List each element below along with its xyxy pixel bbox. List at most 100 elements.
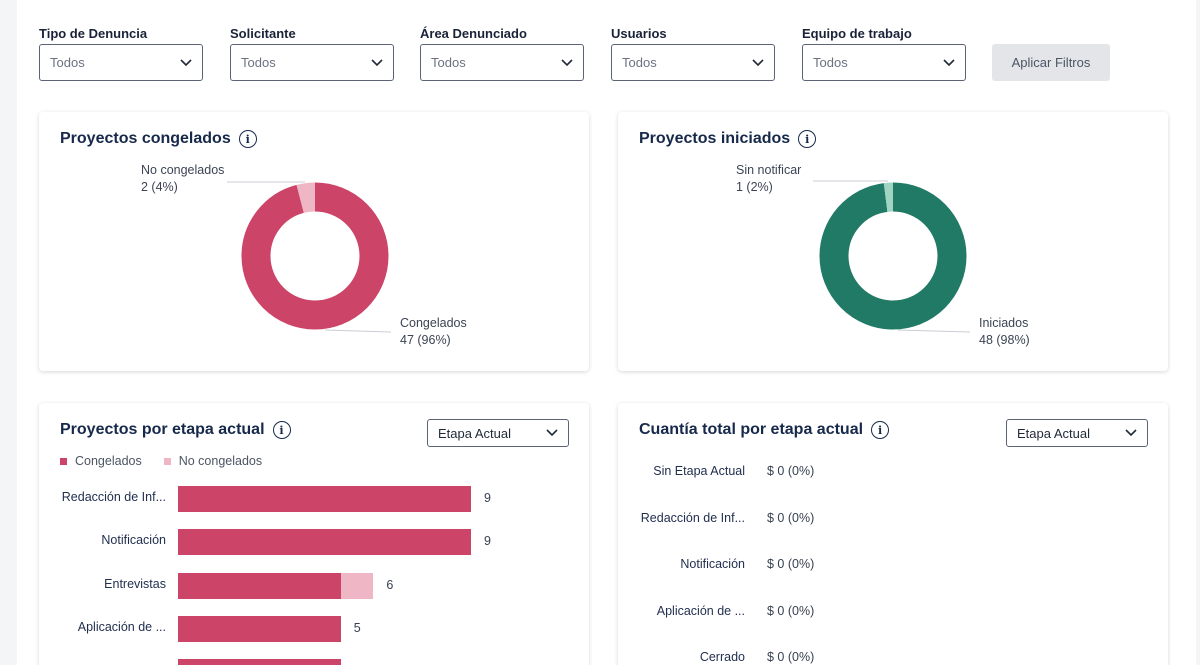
- legend-swatch: [60, 457, 67, 465]
- apply-filters-button[interactable]: Aplicar Filtros: [992, 44, 1110, 81]
- filter-area-denunciado: Área Denunciado Todos: [420, 26, 584, 81]
- card-cuantia-total: Cuantía total por etapa actual i Etapa A…: [618, 403, 1168, 665]
- chevron-down-icon: [943, 58, 955, 66]
- bar-segment-congelados[interactable]: [178, 572, 341, 599]
- leader-line-main: [897, 329, 971, 333]
- bar-segment-congelados[interactable]: [178, 659, 341, 665]
- usuarios-select[interactable]: Todos: [611, 44, 775, 81]
- amount-value: $ 0 (0%): [767, 603, 815, 618]
- select-value: Todos: [622, 55, 657, 70]
- donut-slices: [819, 182, 967, 330]
- bar-category-label: Redacción de Inf...: [61, 490, 166, 504]
- amount-value: $ 0 (0%): [767, 650, 815, 664]
- area-denunciado-select[interactable]: Todos: [420, 44, 584, 81]
- info-icon[interactable]: i: [272, 421, 291, 439]
- bar-row: [178, 659, 578, 665]
- amount-label: Aplicación de ...: [656, 603, 745, 618]
- amount-label: Redacción de Inf...: [640, 510, 745, 525]
- card-title: Proyectos por etapa actual i: [60, 421, 291, 439]
- callout-name: No congelados: [141, 163, 225, 177]
- donut-slice-secondary[interactable]: [819, 182, 967, 330]
- legend-label: No congelados: [178, 454, 263, 468]
- callout-no-congelados: No congelados 2 (4%): [141, 162, 224, 196]
- callout-value: 47 (96%): [400, 333, 451, 347]
- bar-value-label: 6: [386, 577, 394, 592]
- filter-label: Solicitante: [230, 26, 296, 41]
- leader-line-main: [324, 329, 392, 333]
- filter-label: Equipo de trabajo: [802, 26, 912, 41]
- callout-name: Iniciados: [979, 316, 1029, 330]
- bar-row: Entrevistas 6: [104, 572, 578, 599]
- callout-congelados: Congelados 47 (96%): [400, 315, 467, 349]
- bar-segment-no-congelados[interactable]: [340, 572, 374, 599]
- bar-category-label: Entrevistas: [104, 576, 166, 591]
- donut-chart: [813, 180, 971, 333]
- dashboard-page: Tipo de Denuncia Todos Solicitante Todos…: [17, 0, 1196, 665]
- donut-slice-secondary[interactable]: [241, 182, 389, 330]
- equipo-trabajo-select[interactable]: Todos: [802, 44, 966, 81]
- select-value: Todos: [50, 55, 85, 70]
- info-icon[interactable]: i: [798, 130, 817, 148]
- bar-segment-congelados[interactable]: [178, 529, 471, 556]
- card-proyectos-iniciados: Proyectos iniciados i Sin notificar 1 (2…: [618, 112, 1168, 371]
- amount-label: Sin Etapa Actual: [653, 464, 745, 478]
- card-title-text: Proyectos iniciados: [639, 130, 791, 147]
- amount-label: Notificación: [680, 557, 745, 571]
- amount-value: $ 0 (0%): [767, 464, 815, 478]
- callout-name: Sin notificar: [736, 163, 802, 177]
- bar-category-label: Aplicación de ...: [77, 619, 166, 634]
- chart-legend: Congelados No congelados: [60, 454, 262, 468]
- filter-usuarios: Usuarios Todos: [611, 26, 775, 81]
- card-title-text: Cuantía total por etapa actual: [639, 421, 864, 438]
- card-title-text: Proyectos por etapa actual: [60, 421, 265, 438]
- amount-label: Cerrado: [699, 650, 745, 664]
- card-title: Cuantía total por etapa actual i: [639, 421, 890, 439]
- bar-value-label: 5: [353, 620, 361, 635]
- card-title-text: Proyectos congelados: [60, 130, 231, 147]
- select-value: Todos: [241, 55, 276, 70]
- select-value: Todos: [813, 55, 848, 70]
- filter-equipo-trabajo: Equipo de trabajo Todos: [802, 26, 966, 81]
- bar-row: Notificación 9: [101, 529, 578, 556]
- card-title: Proyectos iniciados i: [639, 130, 817, 148]
- etapa-actual-select[interactable]: Etapa Actual: [427, 419, 569, 447]
- filter-tipo-denuncia: Tipo de Denuncia Todos: [39, 26, 203, 81]
- bar-segment-congelados[interactable]: [178, 486, 471, 512]
- donut-slices: [241, 182, 389, 330]
- solicitante-select[interactable]: Todos: [230, 44, 394, 81]
- legend-label: Congelados: [75, 454, 142, 468]
- callout-value: 2 (4%): [141, 180, 178, 194]
- card-proyectos-congelados: Proyectos congelados i No congelados 2 (…: [39, 112, 589, 371]
- card-title: Proyectos congelados i: [60, 130, 257, 148]
- select-value: Todos: [431, 55, 466, 70]
- bar-value-label: 9: [484, 491, 491, 505]
- bar-segment-congelados[interactable]: [178, 615, 341, 642]
- bar-value-label: 9: [484, 534, 491, 549]
- filter-solicitante: Solicitante Todos: [230, 26, 394, 81]
- chevron-down-icon: [752, 58, 764, 66]
- chevron-down-icon: [1125, 429, 1137, 437]
- bar-category-label: Notificación: [101, 533, 166, 548]
- chevron-down-icon: [561, 58, 573, 66]
- callout-value: 48 (98%): [979, 333, 1030, 347]
- donut-slice-main[interactable]: [241, 182, 389, 330]
- donut-slice-main[interactable]: [819, 182, 967, 330]
- tipo-denuncia-select[interactable]: Todos: [39, 44, 203, 81]
- legend-item-congelados[interactable]: Congelados: [60, 454, 142, 468]
- info-icon[interactable]: i: [871, 421, 890, 439]
- callout-value: 1 (2%): [736, 180, 773, 194]
- legend-item-no-congelados[interactable]: No congelados: [163, 454, 263, 468]
- card-proyectos-por-etapa: Proyectos por etapa actual i Etapa Actua…: [39, 403, 589, 665]
- callout-sin-notificar: Sin notificar 1 (2%): [736, 162, 801, 196]
- callout-name: Congelados: [400, 316, 467, 330]
- etapa-actual-select[interactable]: Etapa Actual: [1006, 419, 1148, 447]
- amount-list: Sin Etapa Actual $ 0 (0%) Redacción de Inf…: [618, 403, 1168, 665]
- donut-chart: [227, 181, 392, 333]
- chevron-down-icon: [371, 58, 383, 66]
- info-icon[interactable]: i: [238, 130, 257, 148]
- select-value: Etapa Actual: [1017, 425, 1090, 441]
- callout-iniciados: Iniciados 48 (98%): [979, 315, 1030, 349]
- bar-chart: Redacción de Inf... 9 Notificación 9 Entrevi…: [62, 486, 578, 665]
- amount-value: $ 0 (0%): [767, 557, 815, 571]
- amount-value: $ 0 (0%): [767, 510, 815, 525]
